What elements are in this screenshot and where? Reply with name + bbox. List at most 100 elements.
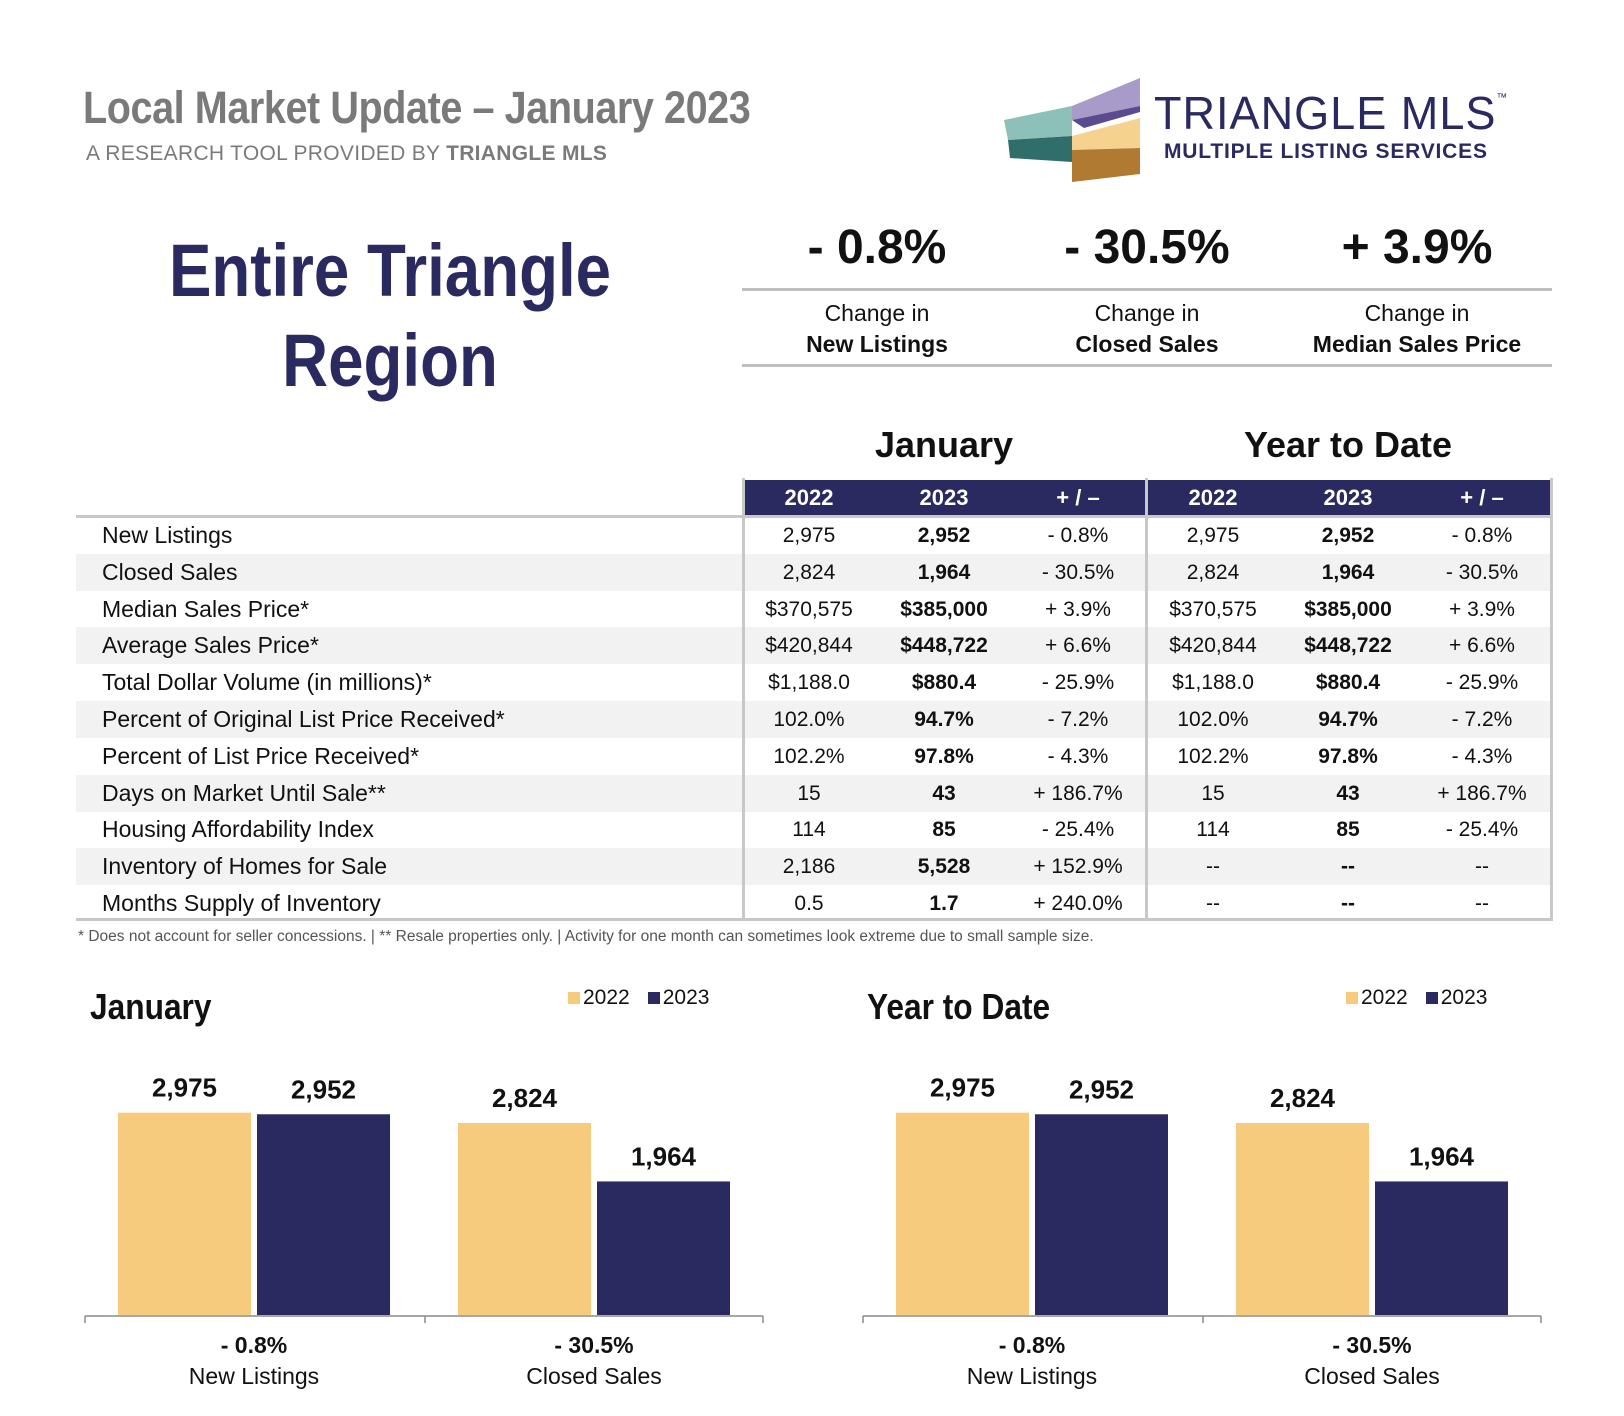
table-cell: 15 [1201, 781, 1225, 805]
table-cell: $370,575 [765, 597, 853, 621]
category-change-label: - 0.8% [999, 1332, 1065, 1358]
bar-2023-closed-sales [597, 1181, 730, 1315]
bar-value-label: 2,975 [152, 1073, 217, 1103]
bar-2022-closed-sales [458, 1122, 591, 1315]
table-cell: 15 [797, 781, 821, 805]
row-label: Months Supply of Inventory [102, 890, 381, 916]
table-top-rule [76, 515, 1553, 518]
table-cell: 94.7% [1318, 708, 1378, 731]
summary-stats: - 0.8% - 30.5% + 3.9% Change in New Listi… [742, 220, 1552, 370]
row-label: Total Dollar Volume (in millions)* [102, 669, 432, 696]
summary-label-median-price: Change in Median Sales Price [1282, 298, 1552, 360]
table-cell: 2,824 [782, 560, 836, 584]
table-cell: 2,824 [1186, 560, 1240, 584]
table-cell: $420,844 [765, 634, 853, 658]
table-row: New Listings 2,975 2,952 - 0.8% 2,975 2,952 - … [76, 517, 1553, 554]
table-cell: $385,000 [900, 597, 988, 621]
summary-label-bottom: Closed Sales [1075, 331, 1219, 357]
row-label: Closed Sales [102, 558, 238, 585]
table-divider-right [1550, 478, 1553, 921]
table-cell: 94.7% [914, 708, 974, 731]
table-cell: 85 [932, 818, 956, 842]
table-cell: - 30.5% [1041, 560, 1115, 584]
category-change-label: - 30.5% [1332, 1332, 1411, 1358]
row-label: Inventory of Homes for Sale [102, 853, 388, 880]
subtitle-brand: TRIANGLE MLS [446, 142, 608, 165]
table-cell: + 3.9% [1045, 597, 1111, 621]
table-row: Percent of List Price Received* 102.2% 97.… [76, 738, 1553, 775]
summary-label-top: Change in [824, 300, 930, 326]
footnote: * Does not account for seller concession… [78, 928, 1094, 945]
category-change-label: - 30.5% [554, 1332, 633, 1358]
summary-label-new-listings: Change in New Listings [742, 298, 1012, 360]
category-label: New Listings [967, 1363, 1097, 1389]
table-cell: + 152.9% [1033, 855, 1123, 879]
table-cell: 5,528 [917, 855, 971, 879]
row-label: Average Sales Price* [102, 632, 319, 659]
table-row: Housing Affordability Index 114 85 - 25.4% 1… [76, 811, 1553, 848]
bar-2022-closed-sales [1236, 1122, 1369, 1315]
summary-divider-top [742, 288, 1552, 291]
row-label: Percent of Original List Price Received* [102, 706, 505, 732]
logo-name: TRIANGLE MLS [1154, 87, 1497, 139]
summary-label-top: Change in [1364, 300, 1470, 326]
bar-value-label: 2,952 [1069, 1074, 1134, 1104]
bar-value-label: 2,824 [492, 1083, 558, 1113]
table-bottom-rule [76, 918, 1553, 921]
table-cell: -- [1341, 855, 1355, 879]
logo-tagline: MULTIPLE LISTING SERVICES [1164, 140, 1488, 163]
table-cell: 1.7 [929, 892, 959, 915]
table-row: Days on Market Until Sale** 15 43 + 186.7% 1… [76, 774, 1553, 812]
table-cell: 102.0% [773, 708, 845, 731]
legend-item-2023: 2023 [1425, 986, 1487, 1009]
table-cell: $880.4 [1315, 671, 1381, 695]
table-cell: 2,952 [917, 524, 971, 547]
bar-2022-new-listings [118, 1112, 251, 1315]
col-jan-change: + / – [1056, 485, 1100, 510]
legend-swatch-2023 [1425, 992, 1438, 1004]
bar-value-label: 1,964 [631, 1141, 697, 1171]
table-cell: -- [1206, 855, 1220, 879]
table-cell: - 7.2% [1451, 708, 1513, 731]
summary-label-top: Change in [1094, 300, 1200, 326]
table-cell: - 25.9% [1445, 671, 1519, 695]
legend-item-2023: 2023 [647, 986, 709, 1009]
table-cell: -- [1475, 855, 1489, 879]
table-group-january: January [874, 424, 1014, 465]
bar-chart-ytd: 2,975 2,952 - 0.8% New Listings 2,824 1,964 - … [862, 1073, 1542, 1389]
table-cell: $385,000 [1304, 597, 1392, 621]
subtitle-prefix: A RESEARCH TOOL PROVIDED BY [86, 142, 447, 165]
logo-trademark: ™ [1496, 92, 1509, 104]
logo-wordmark: TRIANGLE MLS™ [1154, 86, 1508, 140]
table-group-ytd: Year to Date [1243, 424, 1453, 465]
table-cell: 1,964 [917, 560, 971, 584]
chart-legend-ytd: 2022 2023 [1346, 986, 1505, 1010]
bar-value-label: 2,824 [1270, 1083, 1336, 1113]
region-title: Entire Triangle Region [141, 226, 640, 406]
legend-swatch-2022 [568, 992, 580, 1004]
summary-label-bottom: Median Sales Price [1312, 331, 1522, 357]
table-cell: 114 [1196, 818, 1230, 842]
table-cell: 2,186 [782, 855, 836, 879]
table-cell: 1,964 [1321, 560, 1375, 584]
table-cell: - 30.5% [1445, 560, 1519, 584]
table-cell: 2,975 [1186, 524, 1240, 547]
legend-swatch-2022 [1346, 992, 1358, 1004]
table-cell: + 3.9% [1449, 597, 1515, 621]
row-label: Percent of List Price Received* [102, 742, 420, 769]
category-label: New Listings [189, 1363, 319, 1389]
table-cell: 97.8% [914, 744, 974, 768]
table-cell: - 0.8% [1451, 524, 1513, 547]
table-cell: 85 [1336, 818, 1360, 842]
table-cell: $448,722 [1304, 634, 1392, 658]
table-row: Closed Sales 2,824 1,964 - 30.5% 2,824 1,964 -… [76, 553, 1553, 591]
table-cell: -- [1341, 892, 1355, 915]
legend-item-2022: 2022 [1346, 986, 1408, 1009]
bar-chart-january: 2,975 2,952 - 0.8% New Listings 2,824 1,964 - … [84, 1073, 764, 1389]
table-cell: 0.5 [794, 892, 824, 915]
bar-value-label: 2,975 [930, 1073, 995, 1103]
triangle-logo-icon [1004, 78, 1140, 182]
table-cell: - 4.3% [1451, 744, 1513, 768]
bar-2022-new-listings [896, 1112, 1029, 1315]
bar-2023-new-listings [1035, 1114, 1168, 1315]
